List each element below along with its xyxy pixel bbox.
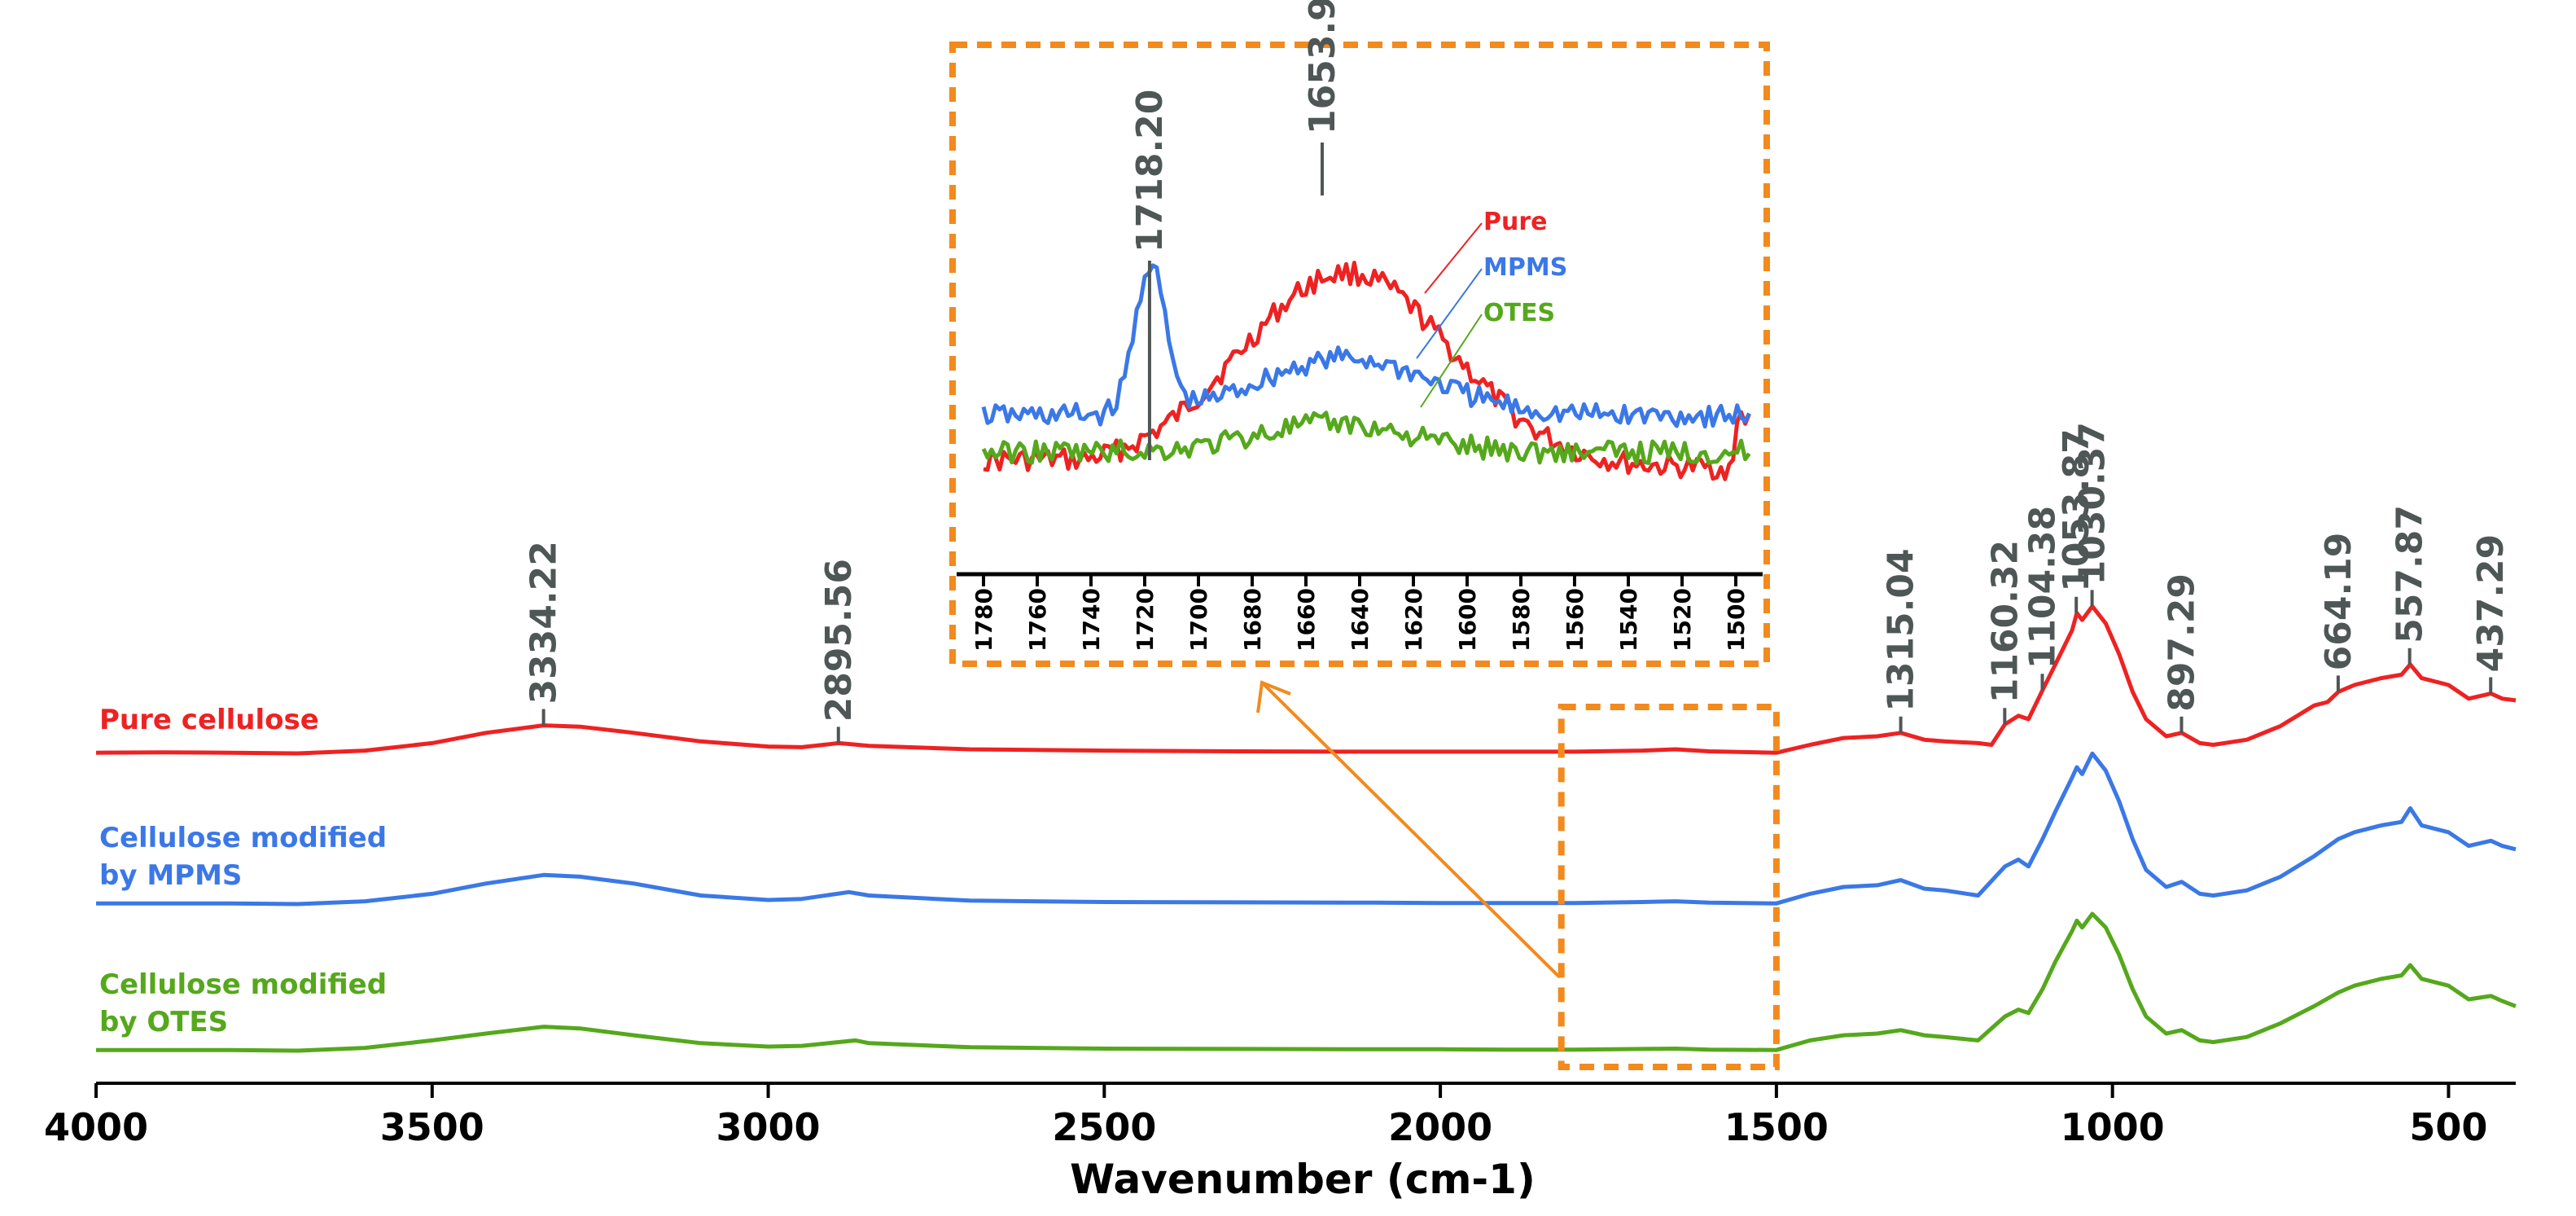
peak-label: 437.29 (2470, 534, 2512, 673)
peak-label: 2895.56 (818, 559, 860, 722)
series-line-2 (96, 911, 2517, 1053)
series-label-1: by MPMS (99, 859, 242, 892)
x-tick-label: 1000 (2061, 1105, 2165, 1149)
inset-tick-label: 1740 (1078, 588, 1105, 652)
series-label-0: Pure cellulose (99, 704, 319, 736)
peak-label: 897.29 (2161, 573, 2202, 712)
series-label-1: Cellulose modified (99, 822, 387, 854)
inset-legend-leader (1416, 268, 1483, 359)
inset-tick-label: 1780 (970, 588, 997, 652)
x-axis-title: Wavenumber (cm-1) (1070, 1156, 1536, 1203)
inset-tick-label: 1620 (1400, 588, 1427, 652)
inset-series-line-2 (981, 410, 1751, 466)
inset-tick-label: 1660 (1293, 588, 1320, 652)
inset-legend-label: OTES (1483, 299, 1555, 327)
inset-peak-label: 1718.20 (1129, 90, 1171, 252)
inset-tick-label: 1580 (1508, 588, 1535, 652)
inset-tick-label: 1500 (1723, 588, 1750, 652)
series-line-1 (96, 751, 2517, 907)
x-tick-label: 2000 (1388, 1105, 1492, 1149)
peak-label: 664.19 (2318, 533, 2359, 671)
peak-labels: 3334.22 2895.56 1315.04 1160.321104.381053.… (524, 422, 2512, 744)
zoom-arrow (1260, 681, 1562, 979)
inset-plot: 1780 1760 1740 1720 1700 1680 1660 1640 1620 1600… (949, 0, 1770, 667)
highlight-region-box (1557, 704, 1780, 1070)
peak-label: 557.87 (2390, 505, 2431, 643)
inset-tick-label: 1560 (1562, 588, 1588, 652)
inset-tick-label: 1760 (1024, 588, 1051, 652)
peak-label: 1030.37 (2072, 422, 2114, 585)
inset-legend-label: MPMS (1483, 253, 1567, 282)
peak-label: 1315.04 (1881, 548, 1922, 711)
inset-tick-label: 1540 (1615, 588, 1642, 652)
x-tick-label: 4000 (44, 1105, 148, 1149)
series-label-2: by OTES (99, 1006, 228, 1038)
x-tick-label: 1500 (1724, 1105, 1829, 1149)
x-tick-label: 500 (2409, 1105, 2487, 1149)
inset-x-axis-ticks: 1780 1760 1740 1720 1700 1680 1660 1640 1620 1600… (970, 574, 1750, 652)
inset-legend-label: Pure (1483, 208, 1548, 236)
peak-label: 3334.22 (524, 541, 565, 704)
x-tick-label: 2500 (1052, 1105, 1156, 1149)
peak-label: 1104.38 (2022, 506, 2063, 669)
inset-legend-leader (1420, 314, 1483, 408)
inset-peak-label: 1653.94 (1302, 0, 1343, 134)
inset-tick-label: 1680 (1239, 588, 1266, 652)
inset-peak-labels: 1718.20 1653.94 (1129, 0, 1343, 460)
inset-tick-label: 1720 (1132, 588, 1159, 652)
inset-tick-label: 1640 (1347, 588, 1373, 652)
inset-tick-label: 1700 (1185, 588, 1212, 652)
inset-legend: Pure MPMS OTES (1416, 208, 1567, 408)
series-label-2: Cellulose modified (99, 968, 387, 1001)
series-group (95, 604, 2517, 1053)
series-line-0 (95, 604, 2517, 756)
x-axis-ticks: 4000 3500 3000 2500 2000 1500 1000 500 (44, 1083, 2487, 1149)
inset-box (949, 42, 1770, 667)
peak-label: 1160.32 (1984, 540, 2026, 703)
inset-tick-label: 1520 (1669, 588, 1696, 652)
inset-series-group (981, 261, 1751, 481)
peak-label: 1053.87 (2056, 428, 2097, 591)
series-labels: Pure cellulose Cellulose modified by MPMS C… (99, 704, 387, 1038)
x-tick-label: 3000 (716, 1105, 821, 1149)
zoom-arrowhead (1256, 680, 1291, 713)
x-tick-label: 3500 (380, 1105, 484, 1149)
inset-legend-leader (1424, 222, 1483, 294)
inset-tick-label: 1600 (1454, 588, 1481, 652)
inset-series-line-1 (981, 263, 1751, 429)
